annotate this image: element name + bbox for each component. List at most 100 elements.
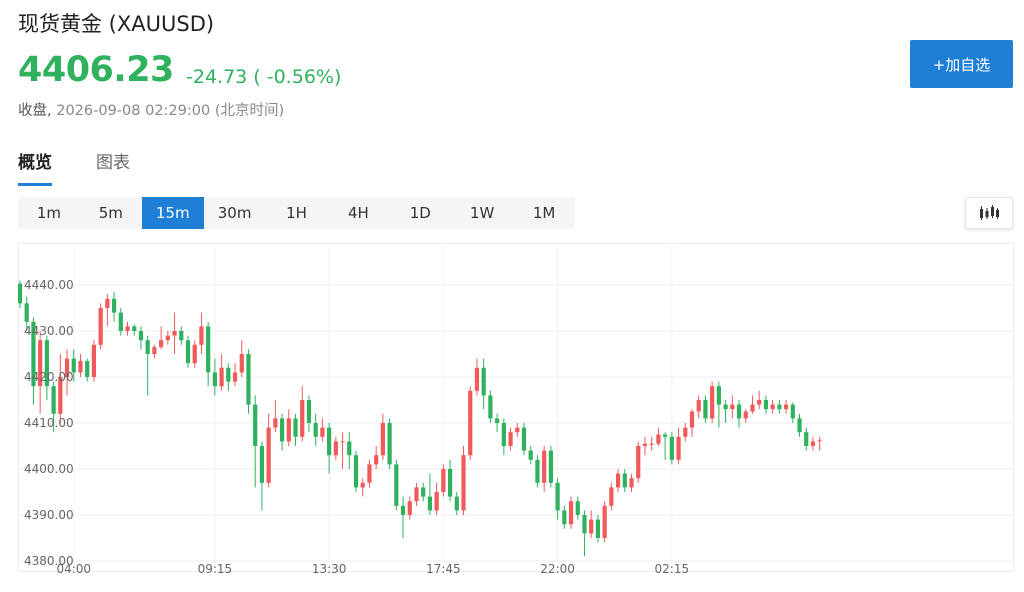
candle-body — [400, 505, 406, 515]
candle — [716, 381, 721, 428]
candle — [51, 381, 56, 433]
x-tick-label: 04:00 — [56, 562, 91, 576]
candle — [696, 395, 701, 419]
candle — [259, 441, 265, 511]
candle — [629, 473, 634, 492]
candle-body — [333, 441, 338, 456]
price-chart[interactable]: 4440.00 4430.00 4420.00 4410.00 4400.00 4390.… — [17, 243, 1014, 583]
candle-body — [226, 367, 231, 382]
candle-body — [152, 347, 157, 354]
tab-chart[interactable]: 图表 — [96, 153, 130, 173]
candle — [347, 432, 352, 469]
candle-body — [239, 354, 244, 373]
candle — [447, 459, 453, 502]
candle-body — [17, 283, 23, 304]
candle-body — [199, 326, 204, 345]
candle-body — [31, 321, 36, 387]
period-1h[interactable]: 1H — [286, 204, 307, 222]
candle — [98, 303, 103, 350]
candle-body — [159, 340, 164, 348]
chart-type-button[interactable] — [965, 197, 1013, 229]
candle — [710, 381, 715, 423]
candle — [306, 395, 312, 433]
candle — [206, 321, 211, 387]
candle — [226, 363, 231, 391]
candle-body — [575, 501, 580, 515]
candle-body — [232, 372, 238, 382]
period-1w[interactable]: 1W — [469, 204, 495, 222]
candle — [542, 446, 547, 492]
candle — [132, 324, 137, 336]
candle — [340, 432, 345, 469]
candle-body — [770, 404, 775, 410]
period-30m[interactable]: 30m — [217, 204, 252, 222]
candle-body — [387, 423, 392, 465]
candle — [85, 358, 90, 382]
candle-body — [622, 473, 627, 488]
candle-body — [615, 473, 621, 488]
candle — [387, 418, 392, 469]
candle — [286, 409, 291, 446]
candle — [407, 496, 412, 520]
candle — [58, 354, 63, 423]
candle — [17, 280, 23, 308]
candle — [790, 402, 795, 423]
candle — [770, 400, 775, 414]
period-5m[interactable]: 5m — [98, 204, 123, 222]
candle-body — [414, 487, 419, 502]
candle-body — [347, 441, 352, 456]
candle — [501, 418, 506, 456]
candle — [495, 413, 500, 433]
candle-body — [750, 404, 755, 412]
candle — [152, 344, 157, 359]
candle — [783, 400, 789, 414]
candle-body — [716, 386, 721, 405]
candle — [575, 496, 580, 520]
candle-body — [185, 340, 191, 364]
candlestick-chart: 4440.00 4430.00 4420.00 4410.00 4400.00 4390.… — [17, 243, 1014, 576]
candle — [273, 400, 278, 433]
x-tick-label: 22:00 — [540, 562, 575, 576]
candle — [595, 515, 601, 543]
candle — [535, 455, 540, 488]
add-watchlist-button[interactable]: +加自选 — [910, 40, 1013, 88]
candle-body — [360, 482, 365, 488]
candle-body — [683, 427, 688, 437]
candle — [159, 326, 164, 350]
period-1m[interactable]: 1m — [36, 204, 62, 222]
candle-body — [111, 298, 117, 313]
candle-body — [374, 455, 379, 465]
candle — [232, 363, 238, 387]
candle-body — [663, 434, 668, 437]
candle-body — [253, 404, 258, 446]
candle — [649, 436, 654, 451]
x-tick-label: 17:45 — [426, 562, 461, 576]
y-tick-label: 4430.00 — [24, 324, 74, 338]
candle — [669, 432, 674, 465]
candle-body — [629, 478, 634, 488]
last-price: 4406.23 — [18, 50, 174, 90]
candle — [353, 450, 359, 492]
candle-body — [710, 386, 715, 419]
candle-body — [421, 487, 426, 497]
candle — [320, 418, 325, 442]
candle-body — [138, 331, 144, 341]
candle — [461, 446, 466, 515]
candle-body — [145, 340, 150, 354]
candle — [683, 423, 688, 442]
candle — [703, 395, 708, 423]
period-1mo[interactable]: 1M — [532, 204, 556, 222]
period-15m[interactable]: 15m — [141, 197, 204, 229]
period-4h[interactable]: 4H — [347, 204, 369, 222]
candle — [636, 441, 641, 483]
candle-body — [696, 400, 701, 412]
candle-body — [118, 312, 123, 331]
period-1d[interactable]: 1D — [409, 204, 431, 222]
y-tick-label: 4380.00 — [24, 554, 74, 568]
candle-body — [656, 434, 661, 444]
x-tick-label: 09:15 — [198, 562, 233, 576]
candle — [804, 427, 809, 451]
candle — [246, 349, 251, 414]
tab-overview[interactable]: 概览 — [18, 148, 52, 186]
period-selector: 1m 5m 15m 30m 1H 4H 1D 1W 1M — [18, 197, 575, 229]
